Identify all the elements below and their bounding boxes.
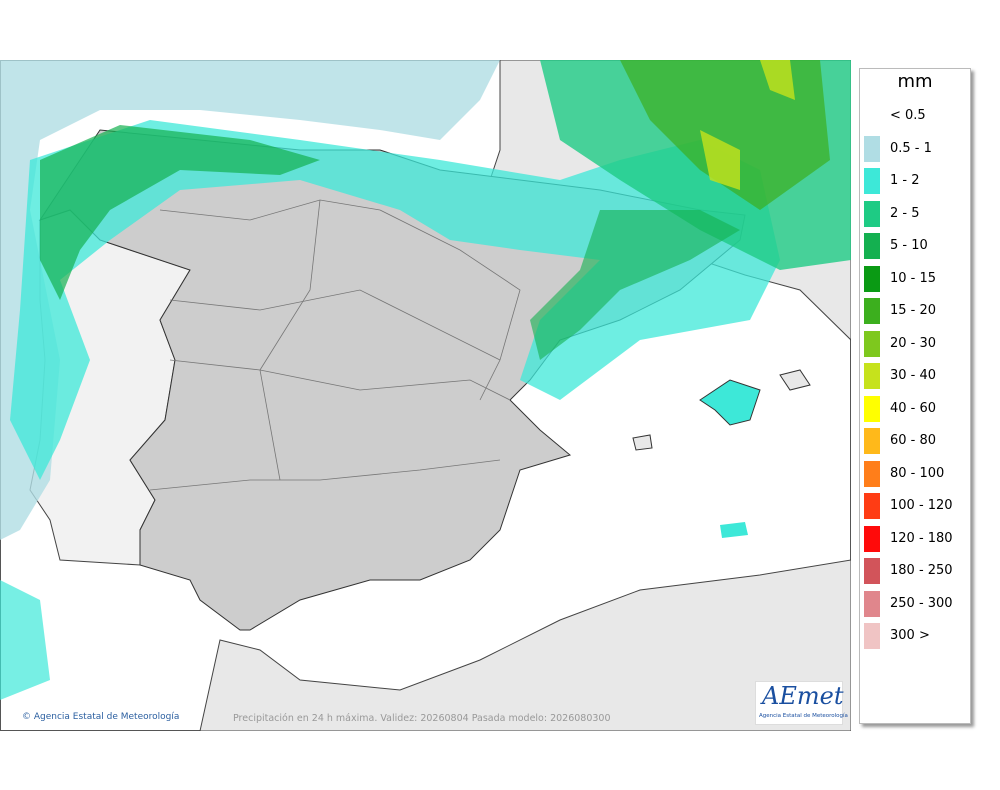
legend-label: 300 > xyxy=(890,628,930,643)
legend-item: 2 - 5 xyxy=(864,200,968,227)
legend-label: 30 - 40 xyxy=(890,368,937,383)
legend-swatch xyxy=(864,168,880,194)
legend-swatch xyxy=(864,428,880,454)
precip-area xyxy=(720,522,748,538)
legend-item: 120 - 180 xyxy=(864,525,968,552)
legend-item: 5 - 10 xyxy=(864,233,968,259)
legend-item: 180 - 250 xyxy=(864,558,968,584)
legend-label: 5 - 10 xyxy=(890,238,928,253)
legend-label: 180 - 250 xyxy=(890,563,953,578)
region-borders xyxy=(149,199,521,491)
credit-text: Agencia Estatal de Meteorología xyxy=(33,712,180,722)
legend-item: 60 - 80 xyxy=(864,428,968,454)
legend-label: 20 - 30 xyxy=(890,335,937,351)
legend-label: 100 - 120 xyxy=(890,498,953,513)
legend-swatch xyxy=(864,460,880,487)
legend-item: < 0.5 xyxy=(864,103,968,129)
logo: AEmet Agencia Estatal de Meteorología xyxy=(755,681,848,725)
legend-swatch xyxy=(864,298,880,324)
legend-item: 40 - 60 xyxy=(864,395,968,422)
map xyxy=(0,60,851,731)
legend-label: 0.5 - 1 xyxy=(890,140,932,156)
legend-swatch xyxy=(864,493,880,519)
caption: Precipitación en 24 h máxima. Validez: 2… xyxy=(233,713,611,724)
legend-label: 250 - 300 xyxy=(890,595,953,611)
legend-label: 80 - 100 xyxy=(890,465,945,481)
legend-swatch xyxy=(864,330,880,357)
legend-label: 60 - 80 xyxy=(890,433,937,448)
legend-swatch xyxy=(864,395,880,422)
precip-area xyxy=(530,210,740,360)
legend-label: 15 - 20 xyxy=(890,303,937,318)
legend-swatch xyxy=(864,200,880,227)
legend-swatch xyxy=(864,233,880,259)
legend-item: 0.5 - 1 xyxy=(864,135,968,162)
legend-label: 40 - 60 xyxy=(890,400,937,416)
legend-swatch xyxy=(864,525,880,552)
legend-swatch xyxy=(864,265,880,292)
legend-label: 120 - 180 xyxy=(890,530,953,546)
legend-swatch xyxy=(864,623,880,649)
legend-label: < 0.5 xyxy=(890,108,926,123)
legend-item: 1 - 2 xyxy=(864,168,968,194)
legend-item: 30 - 40 xyxy=(864,363,968,389)
logo-subtitle: Agencia Estatal de Meteorología xyxy=(759,713,848,719)
legend-item: 300 > xyxy=(864,623,968,649)
legend-label: 1 - 2 xyxy=(890,173,920,188)
legend-swatch xyxy=(864,558,880,584)
logo-text: AEmet xyxy=(762,682,844,710)
precip-area xyxy=(0,60,500,540)
precip-area xyxy=(0,580,50,700)
legend-label: 10 - 15 xyxy=(890,270,937,286)
legend-item: 20 - 30 xyxy=(864,330,968,357)
legend-swatch xyxy=(864,363,880,389)
africa xyxy=(199,559,851,731)
legend-item: 250 - 300 xyxy=(864,590,968,617)
legend-item: 100 - 120 xyxy=(864,493,968,519)
legend-item: 80 - 100 xyxy=(864,460,968,487)
precip-area xyxy=(10,120,780,480)
island xyxy=(699,379,761,426)
precip-area xyxy=(620,60,830,210)
legend-item: 15 - 20 xyxy=(864,298,968,324)
legend-item: 10 - 15 xyxy=(864,265,968,292)
island xyxy=(632,434,653,451)
legend-title: mm xyxy=(897,71,933,92)
precip-area xyxy=(700,60,795,190)
credit: © Agencia Estatal de Meteorología xyxy=(22,712,180,722)
legend-swatch xyxy=(864,590,880,617)
legend-label: 2 - 5 xyxy=(890,205,920,221)
precip-area xyxy=(40,125,320,300)
island xyxy=(779,369,811,391)
legend: mm < 0.5 0.5 - 1 1 - 2 2 - 5 5 - 10 10 - 15 15… xyxy=(859,68,971,724)
legend-swatch xyxy=(864,135,880,162)
